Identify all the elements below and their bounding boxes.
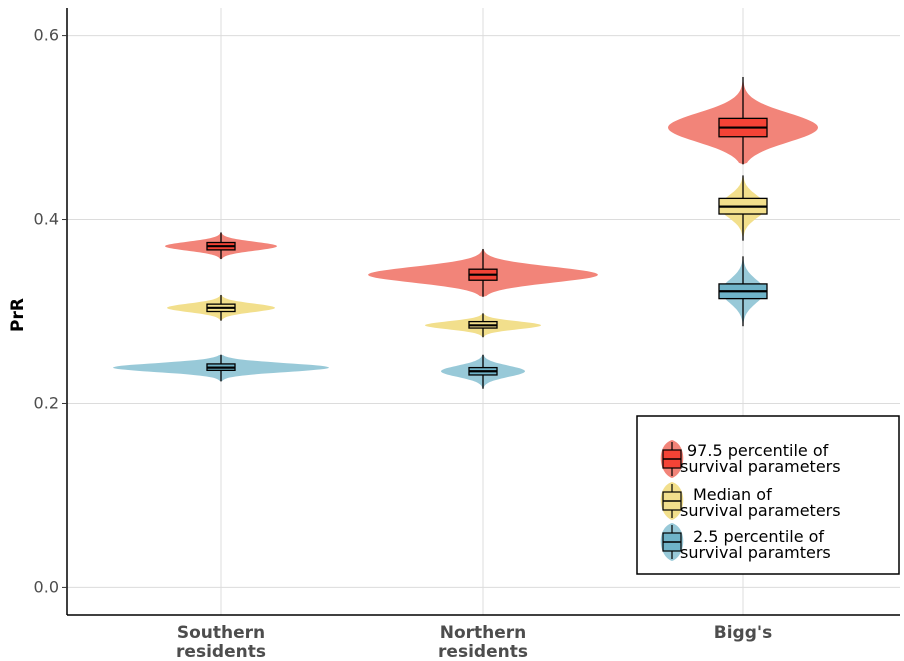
legend-label-97-5-line2: survival parameters	[680, 457, 841, 476]
legend-label-median-line2: survival parameters	[680, 501, 841, 520]
legend-label-2-5-line2: survival paramters	[680, 543, 831, 562]
y-tick-label-1: 0.2	[34, 393, 59, 412]
x-tick-labels: Southern residents Northern residents Bi…	[176, 623, 772, 661]
x-tick-label-northern-line2: residents	[438, 642, 528, 661]
legend-key-2-5	[660, 523, 684, 561]
legend-label-97-5-line1: 97.5 percentile of	[687, 441, 829, 460]
y-ticks: 0.0 0.2 0.4 0.6	[34, 26, 67, 596]
legend-key-97-5	[660, 440, 684, 478]
y-tick-label-0: 0.0	[34, 577, 59, 596]
legend: 97.5 percentile of survival parameters M…	[636, 415, 900, 575]
legend-keys	[660, 440, 684, 561]
y-axis-label: PrR	[8, 298, 28, 332]
x-tick-label-biggs: Bigg's	[714, 623, 772, 643]
violin-median-cat1	[425, 313, 541, 338]
violin-2-5-cat1	[441, 354, 525, 389]
violin-97-5-cat1	[368, 248, 598, 297]
violin-median-cat0	[167, 294, 275, 321]
legend-label-2-5-line1: 2.5 percentile of	[693, 527, 824, 546]
violin-2-5-cat0	[113, 354, 329, 382]
legend-key-median	[660, 482, 684, 520]
violin-2-5-cat2	[718, 256, 768, 327]
violin-median-cat2	[718, 175, 768, 241]
legend-label-median-line1: Median of	[693, 485, 772, 504]
x-tick-label-northern-line1: Northern	[440, 623, 527, 643]
violin-97-5-cat2	[668, 76, 818, 165]
violin-groups	[113, 76, 818, 389]
violin-97-5-cat0	[165, 232, 277, 260]
y-tick-label-2: 0.4	[34, 210, 59, 229]
y-tick-label-3: 0.6	[34, 26, 59, 45]
x-tick-label-southern-line2: residents	[176, 642, 266, 661]
x-tick-label-southern-line1: Southern	[177, 623, 265, 643]
